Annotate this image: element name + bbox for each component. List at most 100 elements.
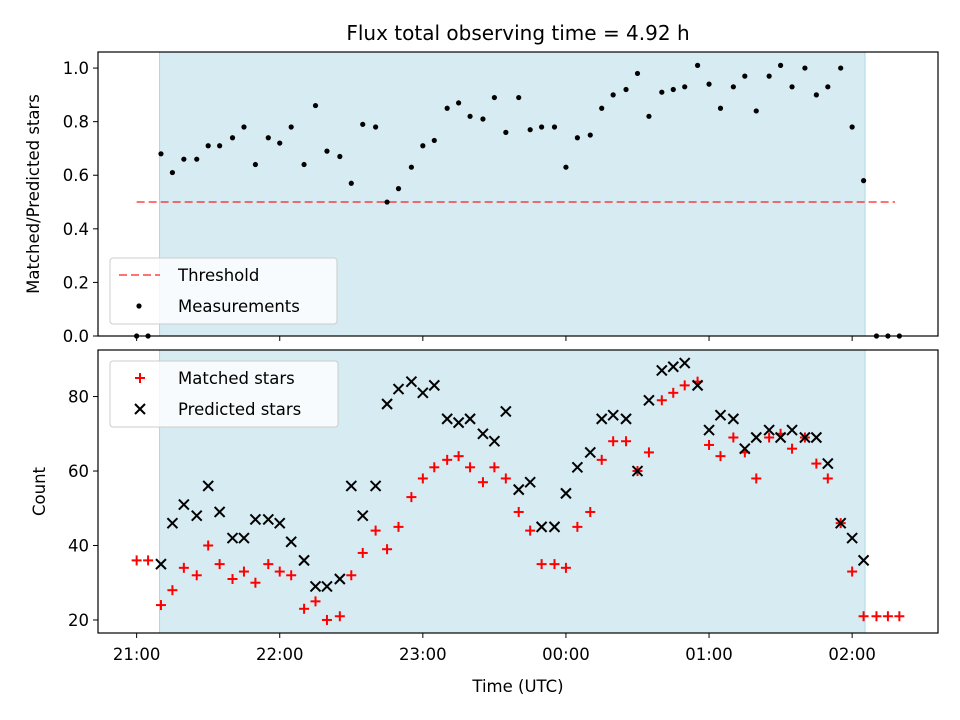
predicted-star-point: [631, 465, 644, 477]
predicted-star-point: [643, 394, 655, 406]
measurement-point: [158, 151, 164, 157]
predicted-star-point: [834, 517, 847, 529]
matched-star-point: [357, 547, 368, 558]
chart-title: Flux total observing time = 4.92 h: [346, 21, 689, 45]
matched-star-point: [191, 570, 202, 581]
predicted-star-point: [285, 536, 297, 548]
predicted-star-point: [274, 517, 286, 529]
matched-star-point: [346, 570, 357, 581]
measurement-point: [229, 135, 236, 141]
predicted-star-point: [822, 457, 834, 470]
ratio-panel-frame: [97, 51, 939, 337]
matched-star-point: [227, 574, 238, 585]
matched-star-point: [489, 462, 500, 473]
predicted-star-point: [441, 413, 453, 425]
measurement-point: [587, 132, 593, 138]
measurement-point: [706, 81, 712, 87]
measurement-point: [730, 84, 736, 90]
measurement-point: [860, 178, 867, 184]
matched-star-point: [417, 473, 428, 484]
matched-star-point: [214, 559, 225, 570]
matched-star-point: [596, 454, 607, 465]
matched-star-point: [536, 559, 547, 570]
measurement-point: [491, 94, 497, 101]
matched-star-point: [442, 454, 453, 465]
measurement-point: [527, 127, 533, 133]
legend-threshold-label: Threshold: [177, 266, 259, 285]
measurement-point: [574, 135, 580, 141]
ratio-y-tick-label: 0.4: [63, 220, 89, 239]
predicted-star-point: [763, 424, 775, 436]
ratio-legend-box: [109, 257, 338, 325]
predicted-star-point: [548, 521, 561, 533]
measurement-point: [181, 156, 187, 162]
count-y-axis-label: Count: [30, 466, 49, 516]
predicted-star-point: [857, 554, 870, 567]
measurement-point: [288, 124, 294, 130]
predicted-star-point: [571, 461, 584, 474]
measurement-point: [337, 153, 343, 160]
matched-star-point: [274, 566, 285, 577]
predicted-star-point: [679, 357, 691, 369]
predicted-star-point: [739, 442, 751, 455]
predicted-star-point: [309, 580, 322, 593]
x-tick-label: 01:00: [685, 645, 733, 664]
legend-matched-marker: [135, 373, 145, 383]
ratio-y-tick-label: 0.2: [63, 273, 89, 292]
matched-star-point: [704, 439, 715, 450]
matched-star-point: [811, 458, 822, 469]
measurement-point: [301, 161, 307, 168]
predicted-star-point: [191, 509, 203, 522]
measurement-point: [395, 186, 402, 192]
matched-star-point: [370, 525, 381, 536]
measurement-point: [646, 113, 652, 119]
ratio-y-tick-label: 0.6: [63, 166, 89, 185]
predicted-star-point: [392, 383, 405, 395]
measurement-point: [777, 62, 784, 68]
measurement-point: [659, 89, 665, 95]
predicted-star-point: [417, 387, 429, 399]
measurement-point: [539, 124, 545, 130]
legend-measurements-sample: [136, 303, 142, 309]
predicted-star-point: [799, 431, 811, 444]
predicted-star-point: [714, 409, 727, 421]
measurement-point: [563, 164, 569, 170]
predicted-star-point: [703, 424, 715, 436]
legend-predicted-marker: [134, 403, 146, 415]
legend-matched-sample: [135, 373, 145, 383]
measurement-point: [444, 105, 450, 111]
predicted-star-point: [656, 364, 668, 377]
predicted-star-point: [727, 413, 740, 425]
measurement-point: [610, 92, 616, 98]
predicted-star-point: [513, 483, 525, 496]
predicted-star-point: [345, 480, 357, 492]
measurement-point: [802, 65, 808, 71]
measurement-point: [420, 143, 426, 149]
matched-star-point: [178, 562, 189, 573]
matched-star-point: [238, 566, 249, 577]
measurement-point: [516, 94, 522, 101]
measurement-point: [217, 143, 223, 149]
matched-star-point: [513, 506, 524, 517]
matched-star-point: [286, 570, 297, 581]
matched-star-point: [334, 611, 345, 622]
measurement-point: [277, 140, 283, 146]
predicted-star-point: [620, 413, 632, 425]
matched-star-point: [764, 432, 775, 443]
matched-star-point: [453, 451, 464, 462]
matched-star-point: [549, 559, 560, 570]
ratio-legend: Threshold Measurements: [109, 257, 338, 325]
count-x-ticks: 21:00 22:00 23:00 00:00 01:00 02:00: [113, 633, 876, 664]
matched-star-point: [751, 473, 762, 484]
ratio-y-tick-label: 0.0: [63, 327, 89, 346]
predicted-star-point: [535, 521, 548, 533]
predicted-star-point: [500, 405, 512, 418]
matched-star-point: [155, 600, 166, 611]
predicted-star-point: [166, 517, 179, 529]
count-y-ticks: 20 40 60 80: [68, 388, 98, 630]
measurement-point: [813, 92, 819, 98]
matched-star-point: [728, 432, 739, 443]
matched-star-point: [894, 611, 905, 622]
matched-star-point: [131, 555, 142, 566]
legend-predicted-sample: [134, 403, 146, 415]
